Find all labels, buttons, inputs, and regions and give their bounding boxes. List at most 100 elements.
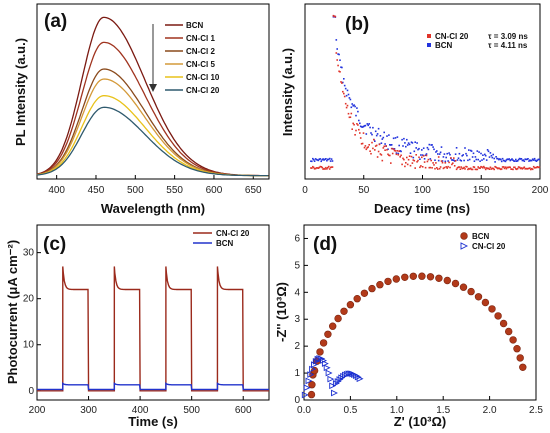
panel-b-data-point [524, 158, 526, 160]
panel-b-data-point [375, 134, 378, 137]
panel-b-data-point [374, 140, 376, 142]
panel-a-xtick-label: 600 [206, 185, 223, 196]
panel-b-data-point [453, 159, 455, 162]
panel-b-data-point [430, 159, 432, 162]
panel-b-xtick-label: 100 [414, 185, 431, 196]
panel-c-xtick-label: 400 [132, 405, 149, 416]
panel-b-data-point [399, 156, 401, 158]
panel-d-ylabel: -Z'' (10³Ω) [274, 282, 289, 342]
panel-b-data-point [395, 153, 398, 156]
panel-b-data-point [406, 138, 408, 141]
panel-b-data-point [476, 150, 479, 152]
panel-b-data-point [455, 168, 458, 171]
panel-d-cncl20-point [325, 369, 333, 377]
panel-b-data-point [425, 153, 428, 155]
panel-b-data-point [362, 125, 365, 128]
panel-b-data-point [325, 166, 327, 169]
panel-b-data-point [376, 133, 379, 135]
panel-b-data-point [469, 167, 472, 170]
panel-b-data-point [358, 119, 360, 122]
panel-b-data-point [312, 165, 314, 168]
panel-b-data-point [367, 124, 369, 127]
panel-b-data-point [387, 148, 389, 150]
panel-b-data-point [464, 168, 466, 170]
panel-b-data-point [433, 148, 435, 151]
panel-b-data-point [452, 159, 454, 161]
panel-b-data-point [475, 168, 478, 171]
panel-b-data-point [466, 166, 468, 168]
panel-b-data-point [490, 154, 493, 157]
panel-b-data-point [487, 150, 490, 153]
panel-b-data-point [474, 168, 477, 171]
panel-b-data-point [458, 166, 461, 168]
panel-b-data-point [443, 166, 446, 169]
panel-d-bcn-point [353, 295, 361, 303]
panel-b-data-point [513, 160, 515, 162]
panel-b-data-point [521, 159, 524, 162]
panel-b-data-point [343, 92, 345, 95]
panel-b-data-point [359, 132, 361, 134]
panel-b-data-point [406, 156, 408, 159]
panel-b-data-point [424, 166, 427, 169]
panel-a-legend-label: CN-Cl 20 [186, 86, 220, 95]
panel-b-data-point [326, 159, 328, 162]
panel-b-data-point [359, 137, 362, 139]
panel-b-data-point [440, 146, 443, 148]
panel-b-data-point [520, 167, 523, 169]
panel-b-data-point [327, 166, 329, 169]
panel-b-data-point [472, 152, 475, 155]
panel-b-data-point [515, 160, 518, 162]
panel-b-data-point [449, 153, 451, 156]
panel-b-data-point [451, 159, 453, 161]
panel-b-data-point [350, 112, 353, 115]
panel-d-cncl20-point [318, 355, 326, 363]
panel-b-data-point [336, 48, 338, 50]
panel-b-data-point [530, 168, 532, 171]
panel-b-data-point [310, 167, 312, 169]
panel-b-data-point [402, 157, 404, 160]
panel-b-data-point [324, 158, 326, 161]
panel-b-data-point [482, 167, 484, 169]
panel-b-data-point [484, 154, 487, 157]
panel-b-data-point [478, 151, 480, 153]
panel-b-data-point [530, 159, 532, 162]
panel-b-data-point [485, 167, 488, 169]
panel-b-data-point [329, 160, 332, 162]
panel-b-data-point [484, 168, 487, 171]
panel-b-data-point [488, 168, 491, 170]
panel-b-data-point [381, 159, 384, 162]
panel-b-data-point [454, 153, 457, 155]
panel-b-data-point [370, 132, 372, 134]
panel-b-data-point [312, 158, 315, 161]
panel-b-data-point [391, 152, 394, 155]
panel-b-data-point [454, 160, 457, 162]
panel-c-ytick-label: 10 [23, 340, 35, 351]
panel-b-data-point [414, 141, 416, 143]
panel-b-data-point [514, 166, 516, 169]
panel-b-data-point [440, 160, 443, 162]
panel-b-data-point [496, 167, 498, 169]
panel-b: 0 50 100 150 200 CN-Cl 20 τ = 3.09 ns BCN τ = 4… [280, 3, 549, 216]
panel-d-bcn-point [426, 273, 435, 281]
panel-b-data-point [386, 135, 388, 137]
panel-b-data-point [350, 106, 353, 109]
panel-b-data-point [368, 144, 370, 146]
panel-d-bcn-point [409, 272, 417, 280]
panel-b-data-point [493, 157, 495, 160]
panel-b-data-point [507, 158, 510, 161]
panel-b-data-point [390, 144, 393, 146]
panel-b-data-point [455, 147, 458, 149]
panel-b-data-point [380, 142, 383, 144]
panel-d-bcn-point [340, 307, 348, 315]
panel-d-bcn-point [513, 345, 521, 353]
panel-d-bcn-point [324, 330, 332, 338]
panel-b-data-point [395, 152, 398, 154]
panel-b-data-point [459, 168, 462, 170]
panel-b-data-point [441, 160, 444, 162]
panel-b-data-point [314, 167, 317, 170]
panel-b-data-point [467, 168, 469, 171]
panel-b-xtick-label: 150 [473, 185, 490, 196]
panel-b-data-point [436, 167, 438, 169]
panel-b-data-point [314, 158, 317, 160]
panel-b-data-point [478, 167, 480, 169]
